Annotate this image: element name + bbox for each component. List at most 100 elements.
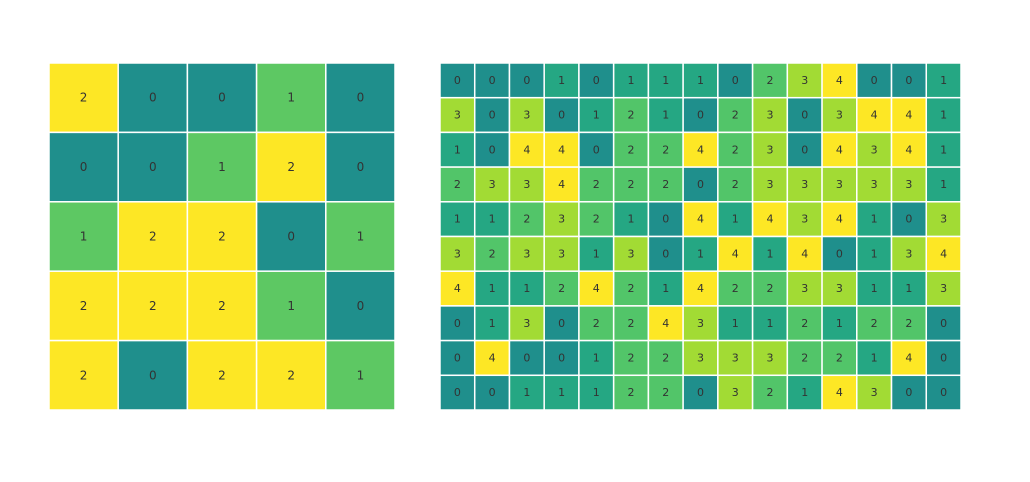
cell-value-label: 1 [593, 386, 600, 399]
heatmap-cell [255, 270, 327, 342]
heatmap-cell [856, 131, 893, 168]
cell-value-label: 3 [732, 351, 739, 364]
cell-value-label: 3 [628, 247, 635, 260]
cell-value-label: 0 [593, 143, 600, 156]
heatmap-cell [439, 131, 476, 168]
cell-value-label: 1 [357, 230, 365, 244]
heatmap-cell [682, 166, 719, 203]
cell-value-label: 3 [523, 317, 530, 330]
cell-value-label: 3 [940, 282, 947, 295]
cell-value-label: 2 [593, 213, 600, 226]
cell-value-label: 1 [523, 386, 530, 399]
cell-value-label: 2 [662, 351, 669, 364]
cell-value-label: 4 [940, 247, 947, 260]
cell-value-label: 2 [628, 317, 635, 330]
cell-value-label: 4 [523, 143, 530, 156]
cell-value-label: 4 [662, 317, 669, 330]
heatmap-cell [821, 201, 858, 238]
cell-value-label: 1 [287, 91, 295, 105]
cell-value-label: 2 [149, 230, 157, 244]
cell-value-label: 4 [558, 143, 565, 156]
cell-value-label: 0 [558, 109, 565, 122]
heatmap-cell [925, 201, 962, 238]
heatmap-cell [612, 374, 650, 411]
cell-value-label: 1 [662, 109, 669, 122]
heatmap-cell [821, 62, 858, 99]
heatmap-cell [682, 374, 719, 411]
cell-value-label: 1 [940, 178, 947, 191]
heatmap-cell [473, 201, 511, 238]
cell-value-label: 2 [628, 143, 635, 156]
cell-value-label: 0 [662, 247, 669, 260]
cell-value-label: 3 [697, 351, 704, 364]
heatmap-cell [578, 166, 615, 203]
heatmap-cell [925, 305, 962, 342]
heatmap-cell [508, 166, 545, 203]
cell-value-label: 3 [766, 178, 773, 191]
heatmap-cell [682, 235, 719, 272]
cell-value-label: 1 [489, 282, 496, 295]
cell-value-label: 4 [871, 109, 878, 122]
heatmap-cell [543, 235, 580, 272]
cell-value-label: 4 [454, 282, 461, 295]
cell-value-label: 1 [489, 317, 496, 330]
cell-value-label: 0 [357, 91, 365, 105]
cell-value-label: 3 [801, 178, 808, 191]
cell-value-label: 3 [836, 178, 843, 191]
heatmap-cell [473, 339, 511, 377]
cell-value-label: 1 [697, 247, 704, 260]
cell-value-label: 3 [523, 178, 530, 191]
cell-value-label: 4 [766, 213, 773, 226]
cell-value-label: 2 [662, 178, 669, 191]
heatmap-cell [543, 166, 580, 203]
heatmap-cell [255, 201, 327, 272]
heatmap-cell [117, 62, 189, 134]
cell-value-label: 1 [732, 213, 739, 226]
cell-value-label: 2 [593, 178, 600, 191]
cell-value-label: 1 [287, 299, 295, 313]
heatmap-cell [925, 235, 962, 272]
heatmap-cell [117, 201, 189, 272]
heatmap-cell [439, 270, 476, 307]
heatmap-cell [186, 270, 258, 342]
heatmap-cell [856, 305, 893, 342]
cell-value-label: 1 [766, 317, 773, 330]
heatmap-cell [856, 374, 893, 411]
cell-value-label: 0 [454, 386, 461, 399]
heatmap-cell [821, 270, 858, 307]
cell-value-label: 2 [766, 74, 773, 87]
heatmap-cell [890, 201, 928, 238]
heatmap-cell [786, 62, 823, 99]
cell-value-label: 2 [628, 386, 635, 399]
cell-value-label: 4 [836, 143, 843, 156]
cell-value-label: 4 [593, 282, 600, 295]
heatmap-cell [439, 305, 476, 342]
heatmap-cell [508, 235, 545, 272]
cell-value-label: 2 [662, 143, 669, 156]
cell-value-label: 1 [766, 247, 773, 260]
cell-value-label: 1 [558, 386, 565, 399]
heatmap-cell [612, 62, 650, 99]
heatmap-cell [647, 270, 684, 307]
cell-value-label: 3 [801, 213, 808, 226]
heatmap-left: 2 0 0 1 0 0 0 1 2 0 1 2 2 0 1 2 2 2 1 0 2 0 2 2 1 [48, 62, 396, 411]
cell-value-label: 2 [454, 178, 461, 191]
cell-value-label: 1 [454, 143, 461, 156]
cell-value-label: 2 [287, 368, 295, 382]
cell-value-label: 0 [149, 91, 157, 105]
cell-value-label: 3 [836, 282, 843, 295]
cell-value-label: 1 [558, 74, 565, 87]
cell-value-label: 2 [593, 317, 600, 330]
cell-value-label: 0 [940, 351, 947, 364]
cell-value-label: 0 [523, 351, 530, 364]
heatmap-cell [117, 270, 189, 342]
cell-value-label: 4 [697, 282, 704, 295]
heatmap-cell [647, 166, 684, 203]
cell-value-label: 2 [523, 213, 530, 226]
cell-value-label: 0 [149, 160, 157, 174]
cell-value-label: 3 [801, 74, 808, 87]
cell-value-label: 0 [905, 386, 912, 399]
heatmap-cell [786, 270, 823, 307]
cell-value-label: 4 [836, 213, 843, 226]
